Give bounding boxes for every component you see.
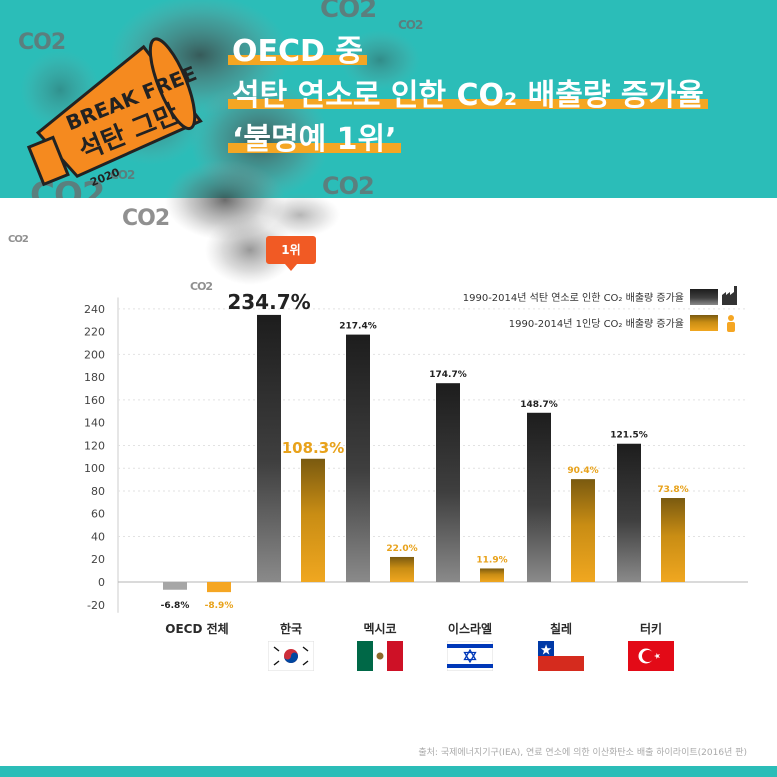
y-tick-label: 20 [91,553,105,566]
bar-per-capita [207,582,231,593]
title-line-2: 석탄 연소로 인한 CO₂ 배출량 증가율 [228,78,708,113]
y-tick-label: 220 [84,326,105,339]
bar-coal [163,582,187,590]
bar-coal [527,412,551,582]
category-label: 터키 [640,621,662,636]
rank-badge [266,236,316,271]
co2-text-decoration: CO2 [122,206,170,231]
data-label: 234.7% [227,290,310,314]
category-label: OECD 전체 [165,621,228,636]
footer-band [0,766,777,777]
data-label: 11.9% [476,555,507,565]
co2-text-decoration: CO2 [398,18,423,32]
legend-label: 1990-2014년 석탄 연소로 인한 CO₂ 배출량 증가율 [463,292,684,304]
co2-text-decoration: CO2 [320,0,377,24]
category-label: 한국 [280,621,302,636]
data-label: 217.4% [339,322,377,332]
y-tick-label: 160 [84,394,105,407]
co2-text-decoration: CO2 [190,280,213,293]
legend-label: 1990-2014년 1인당 CO₂ 배출량 증가율 [509,318,684,330]
data-label: 121.5% [610,431,648,441]
y-tick-label: 60 [91,508,105,521]
y-tick-label: 200 [84,348,105,361]
person-icon [727,322,735,332]
y-tick-label: 100 [84,462,105,475]
break-free-logo: BREAK FREE 석탄 그만 2020 [26,37,203,189]
y-tick-label: 0 [98,576,105,589]
bar-per-capita [480,568,504,582]
y-tick-label: -20 [87,599,105,612]
factory-icon [722,286,737,305]
data-label: -8.9% [205,601,234,611]
bar-coal [617,443,641,582]
bar-coal [257,314,281,582]
data-label: 73.8% [657,485,688,495]
page-title: OECD 중 석탄 연소로 인한 CO₂ 배출량 증가율 ‘불명예 1위’ [228,30,708,162]
co2-text-decoration: CO2 [8,234,29,245]
category-label: 멕시코 [363,621,396,636]
data-label: 22.0% [386,544,417,554]
data-label: -6.8% [161,601,190,611]
data-label: 174.7% [429,370,467,380]
co2-text-decoration: CO2 [110,168,135,182]
bar-per-capita [661,498,685,582]
rank-badge-label: 1위 [281,243,300,257]
y-tick-label: 240 [84,303,105,316]
y-tick-label: 180 [84,371,105,384]
bar-per-capita [390,556,414,582]
co2-text-decoration: CO2 [322,172,375,198]
person-icon [728,315,734,321]
bar-per-capita [301,458,325,582]
data-label: 108.3% [282,439,344,457]
legend-swatch [690,289,718,305]
data-label: 90.4% [567,466,598,476]
y-tick-label: 120 [84,439,105,452]
bar-per-capita [571,479,595,582]
bar-coal [346,334,370,582]
legend-swatch [690,315,718,331]
category-label: 이스라엘 [448,621,492,636]
category-label: 칠레 [550,621,572,636]
data-label: 148.7% [520,400,558,410]
bar-coal [436,383,460,582]
y-tick-label: 80 [91,485,105,498]
y-tick-label: 140 [84,417,105,430]
title-line-3: ‘불명예 1위’ [228,122,401,157]
y-tick-label: 40 [91,530,105,543]
title-line-1: OECD 중 [228,34,367,69]
source-note: 출처: 국제에너지기구(IEA), 연료 연소에 의한 이산화탄소 배출 하이라… [418,748,747,758]
